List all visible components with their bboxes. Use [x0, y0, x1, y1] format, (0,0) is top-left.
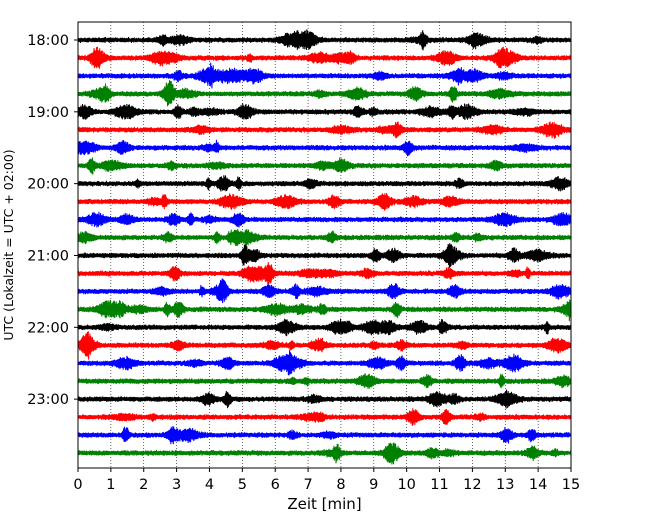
seismogram-trace — [77, 62, 572, 89]
seismogram-trace — [77, 139, 572, 157]
seismogram-trace — [77, 29, 572, 51]
x-tick-label: 9 — [369, 477, 378, 493]
x-tick-label: 1 — [106, 477, 115, 493]
seismogram-trace — [77, 299, 572, 322]
seismogram-trace — [77, 373, 572, 389]
y-tick-label: 18:00 — [27, 33, 69, 49]
y-axis: 18:00 19:00 20:00 21:00 22:00 23:00 — [27, 33, 78, 408]
x-tick-label: 10 — [397, 477, 415, 493]
x-tick-label: 8 — [336, 477, 345, 493]
seismogram-trace — [77, 389, 572, 409]
x-tick-label: 14 — [529, 477, 547, 493]
seismogram-trace — [77, 121, 572, 139]
plot-frame — [77, 21, 572, 469]
x-tick-label: 3 — [172, 477, 181, 493]
seismogram-trace — [77, 193, 572, 211]
seismogram-trace — [77, 278, 572, 304]
x-tick-label: 11 — [430, 477, 448, 493]
x-tick-label: 0 — [73, 477, 82, 493]
x-tick-label: 4 — [205, 477, 214, 493]
x-tick-label: 12 — [463, 477, 481, 493]
y-axis-label: UTC (Lokalzeit = UTC + 02:00) — [1, 149, 16, 340]
y-tick-label: 20:00 — [27, 177, 69, 193]
seismogram-trace — [77, 79, 572, 107]
seismogram-trace — [77, 243, 572, 269]
seismogram-traces — [77, 29, 572, 465]
x-tick-label: 5 — [238, 477, 247, 493]
x-tick-label: 2 — [139, 477, 148, 493]
seismogram-trace — [77, 426, 572, 445]
seismogram-trace — [77, 157, 572, 175]
x-tick-label: 15 — [562, 477, 580, 493]
seismogram-trace — [77, 228, 572, 247]
seismogram-trace — [77, 262, 572, 285]
y-tick-label: 22:00 — [27, 320, 69, 336]
seismogram-trace — [77, 350, 572, 376]
seismogram-trace — [77, 46, 572, 69]
y-tick-label: 21:00 — [27, 248, 69, 264]
seismogram-trace — [77, 175, 572, 192]
seismogram-trace — [77, 442, 572, 465]
x-axis: 0 1 2 3 4 5 6 7 8 9 10 11 12 13 14 15 — [73, 468, 580, 493]
y-tick-label: 19:00 — [27, 105, 69, 121]
x-tick-label: 7 — [303, 477, 312, 493]
seismogram-trace — [77, 408, 572, 427]
seismogram-trace — [77, 103, 572, 121]
seismogram-trace — [77, 318, 572, 337]
y-tick-label: 23:00 — [27, 392, 69, 408]
x-axis-label: Zeit [min] — [287, 495, 361, 513]
seismogram-trace — [77, 331, 572, 360]
seismogram-trace — [77, 211, 572, 228]
x-tick-label: 6 — [271, 477, 280, 493]
x-tick-label: 13 — [496, 477, 514, 493]
